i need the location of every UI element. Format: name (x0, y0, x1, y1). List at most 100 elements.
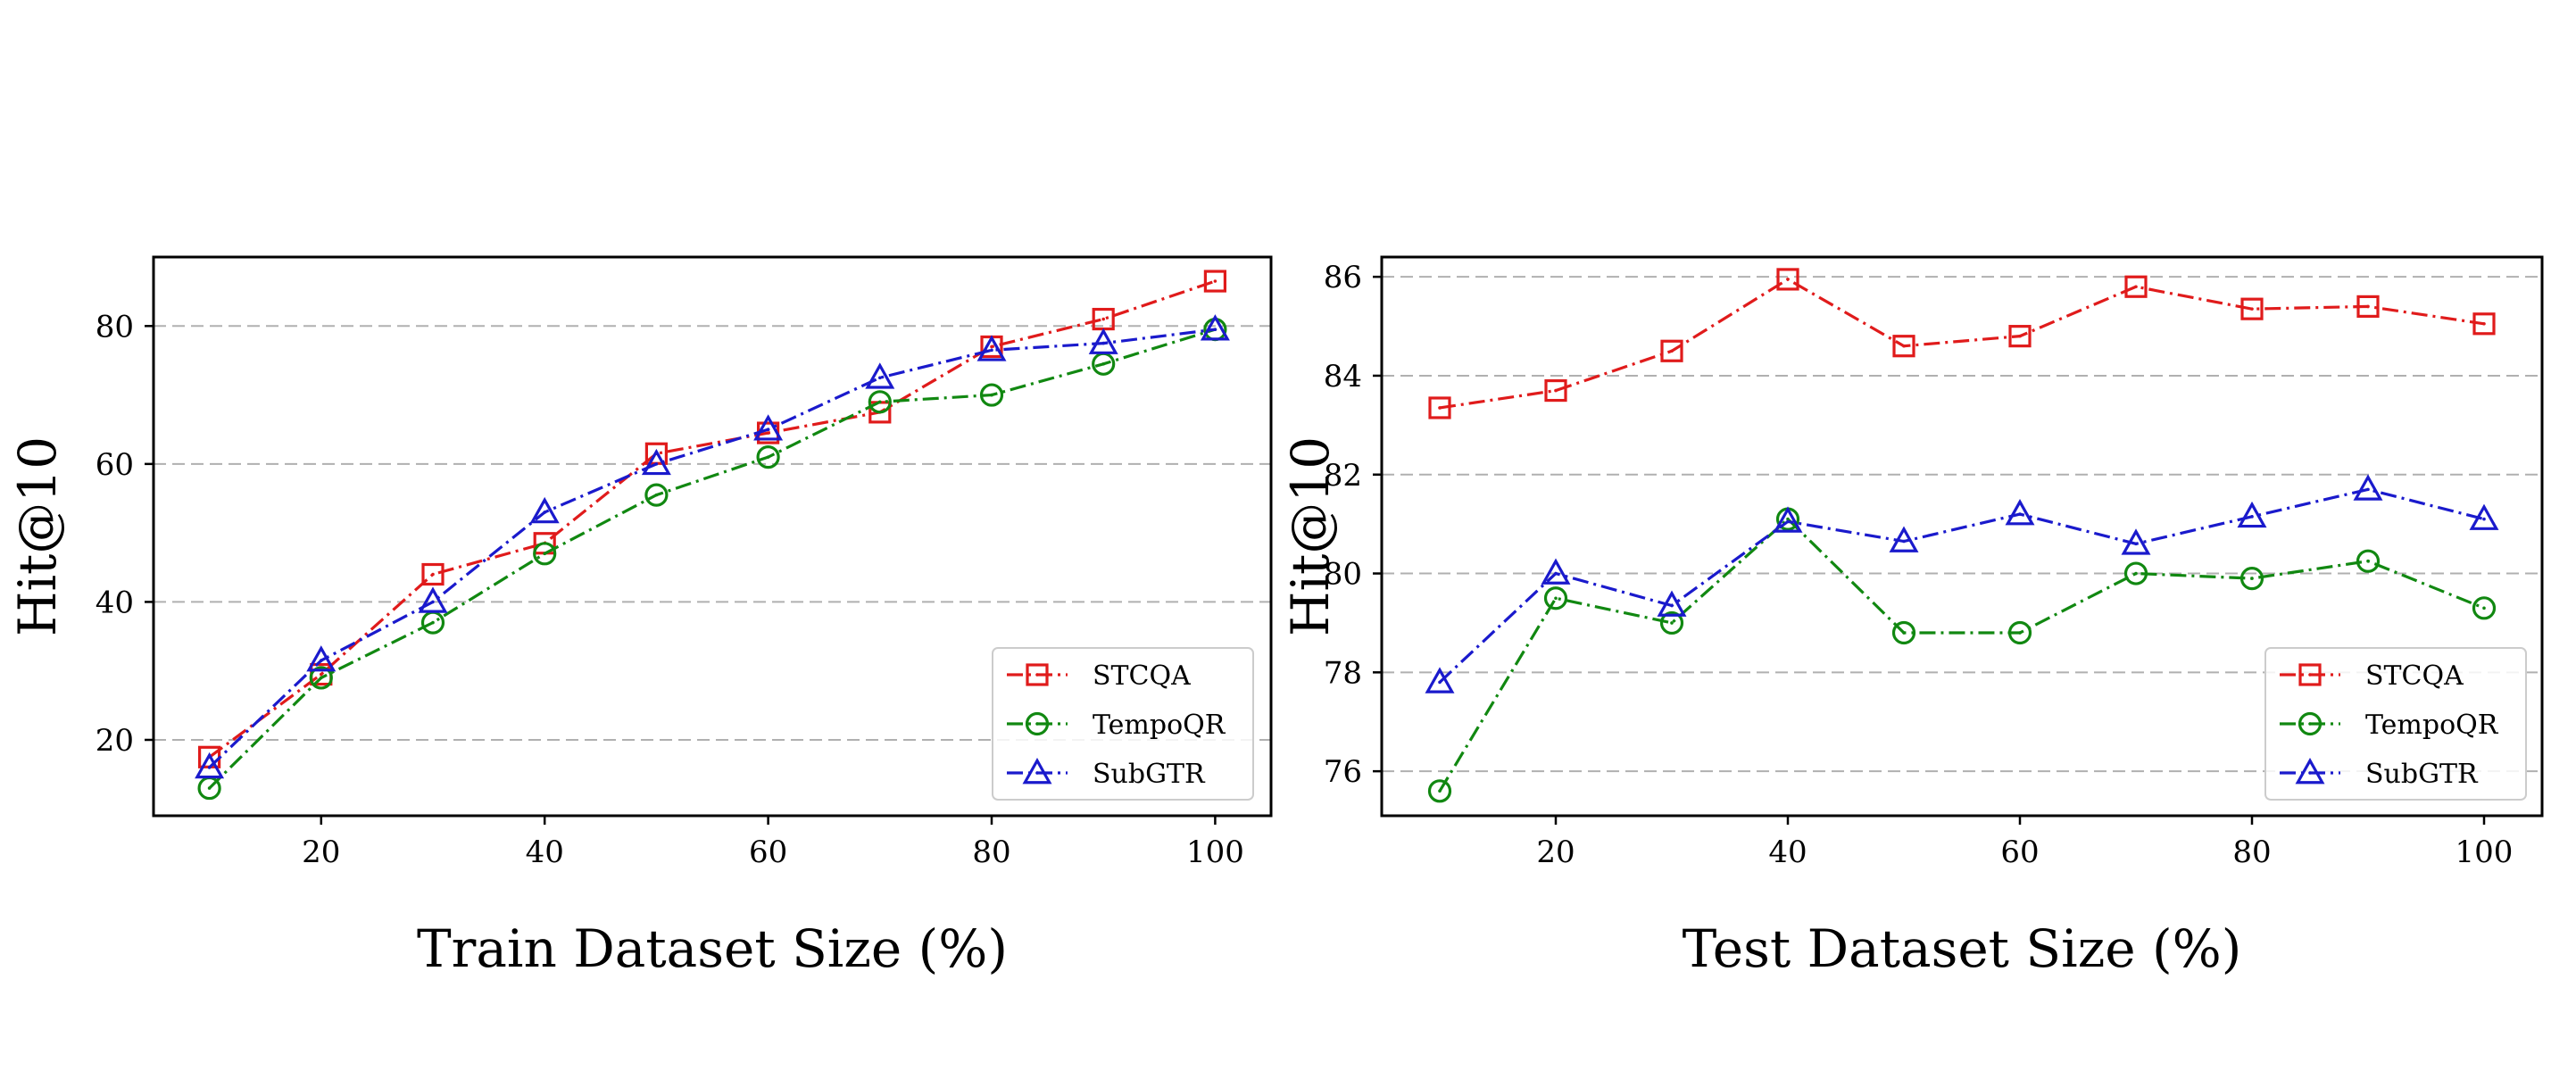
legend-marker-center (2308, 722, 2312, 726)
data-point-tempoqr (2472, 596, 2497, 620)
x-tick-label: 60 (2000, 834, 2039, 870)
data-point-stcqa-center (1554, 388, 1558, 393)
data-point-tempoqr-center (990, 393, 993, 397)
data-point-stcqa (1776, 268, 1799, 291)
chart-panel-2: 20 40 60 80 100 76 78 80 82 84 86 Test Dataset Size… (1280, 255, 2544, 979)
data-point-tempoqr-center (2482, 606, 2486, 610)
data-point-subgtr-center (1902, 539, 1906, 544)
data-point-tempoqr-center (2250, 577, 2254, 580)
data-point-tempoqr-center (654, 493, 659, 497)
data-point-subgtr (1425, 667, 1455, 693)
data-point-subgtr-center (990, 348, 993, 353)
data-point-stcqa (2008, 325, 2032, 348)
data-point-subgtr (2237, 501, 2267, 528)
data-point-tempoqr-center (1902, 631, 1906, 635)
legend-marker-center (2308, 771, 2312, 775)
data-point-subgtr-center (431, 600, 435, 604)
data-point-tempoqr-center (543, 552, 546, 556)
data-point-subgtr (1657, 590, 1687, 617)
data-point-subgtr-center (1438, 680, 1442, 685)
legend-marker (2298, 711, 2323, 736)
data-point-stcqa-center (1670, 349, 1674, 353)
data-point-subgtr-center (654, 462, 659, 466)
data-point-tempoqr (2123, 561, 2148, 585)
data-point-tempoqr-center (1554, 596, 1558, 601)
series-line-subgtr (1438, 487, 2485, 684)
data-point-stcqa (2240, 297, 2264, 320)
legend-marker (2295, 757, 2325, 785)
data-point-stcqa-center (2250, 307, 2254, 311)
x-tick-label: 80 (2232, 834, 2271, 870)
data-point-tempoqr (644, 483, 669, 507)
data-point-subgtr-center (2250, 515, 2254, 519)
y-tick-label: 20 (96, 723, 134, 759)
chart-panel-1: 20 40 60 80 100 20 40 60 80 Train Dataset Size (%… (7, 255, 1273, 979)
legend-marker-center (1035, 673, 1039, 677)
series-line-stcqa (208, 279, 1216, 759)
y-tick-label: 80 (96, 309, 134, 345)
data-point-subgtr-center (878, 376, 882, 380)
data-point-subgtr (976, 335, 1007, 361)
data-point-tempoqr-center (2018, 631, 2022, 635)
data-point-tempoqr (2007, 620, 2032, 645)
data-point-subgtr (1088, 328, 1118, 354)
data-point-tempoqr-center (766, 455, 770, 459)
legend-marker (1026, 663, 1049, 686)
x-tick-label: 100 (1186, 834, 1244, 870)
data-point-tempoqr (1891, 620, 1916, 645)
series-line-stcqa (1439, 278, 2485, 410)
data-point-tempoqr-center (878, 400, 882, 404)
legend-marker-center (2308, 673, 2312, 677)
data-point-subgtr-center (1554, 571, 1558, 576)
data-point-tempoqr-center (2134, 571, 2138, 576)
data-point-stcqa (2356, 295, 2380, 318)
data-point-stcqa-center (990, 345, 993, 349)
series-subgtr (1425, 474, 2499, 693)
data-point-tempoqr (1543, 586, 1568, 610)
x-tick-label: 100 (2456, 834, 2514, 870)
series-stcqa (1428, 268, 2496, 419)
data-point-tempoqr-center (1101, 361, 1105, 366)
data-point-tempoqr (756, 445, 780, 469)
data-point-tempoqr (2356, 549, 2381, 573)
data-point-stcqa (1544, 378, 1567, 403)
y-tick-label: 60 (96, 447, 134, 483)
data-point-subgtr-center (207, 766, 212, 769)
x-tick-label: 20 (302, 834, 340, 870)
data-point-stcqa (2124, 275, 2148, 298)
series-tempoqr (1427, 507, 2497, 803)
data-point-subgtr (529, 496, 560, 524)
series-line-tempoqr (1438, 517, 2485, 793)
y-tick-label: 40 (96, 585, 134, 620)
data-point-subgtr (753, 414, 784, 441)
y-axis-label: Hit@10 (1280, 436, 1341, 636)
data-point-stcqa (1660, 339, 1683, 362)
y-tick-label: 86 (1324, 260, 1362, 295)
legend-marker (2298, 663, 2322, 686)
data-point-tempoqr-center (1786, 517, 1790, 521)
legend-label: SubGTR (1093, 759, 1206, 790)
x-tick-label: 40 (526, 834, 564, 870)
data-point-stcqa-center (1101, 317, 1105, 321)
series-line-tempoqr (208, 328, 1216, 790)
data-point-subgtr-center (320, 659, 323, 662)
data-point-tempoqr (309, 666, 333, 690)
data-point-stcqa (1892, 335, 1915, 358)
plot-frame (152, 255, 1273, 818)
data-point-subgtr (2353, 474, 2383, 501)
data-point-tempoqr-center (320, 676, 323, 680)
x-tick-label: 80 (972, 834, 1010, 870)
data-point-subgtr-center (2482, 517, 2486, 521)
y-tick-label: 80 (1324, 557, 1362, 593)
data-point-tempoqr (533, 542, 557, 566)
data-point-subgtr-center (1670, 603, 1674, 608)
data-point-subgtr-center (2134, 542, 2138, 546)
data-point-stcqa-center (766, 431, 770, 435)
data-point-stcqa-center (431, 572, 435, 577)
data-point-tempoqr-center (431, 620, 435, 625)
data-point-subgtr (1200, 314, 1230, 341)
legend-entry-tempoqr: TempoQR (2280, 710, 2499, 741)
data-point-stcqa (1203, 270, 1227, 293)
legend-label: STCQA (2365, 660, 2464, 692)
